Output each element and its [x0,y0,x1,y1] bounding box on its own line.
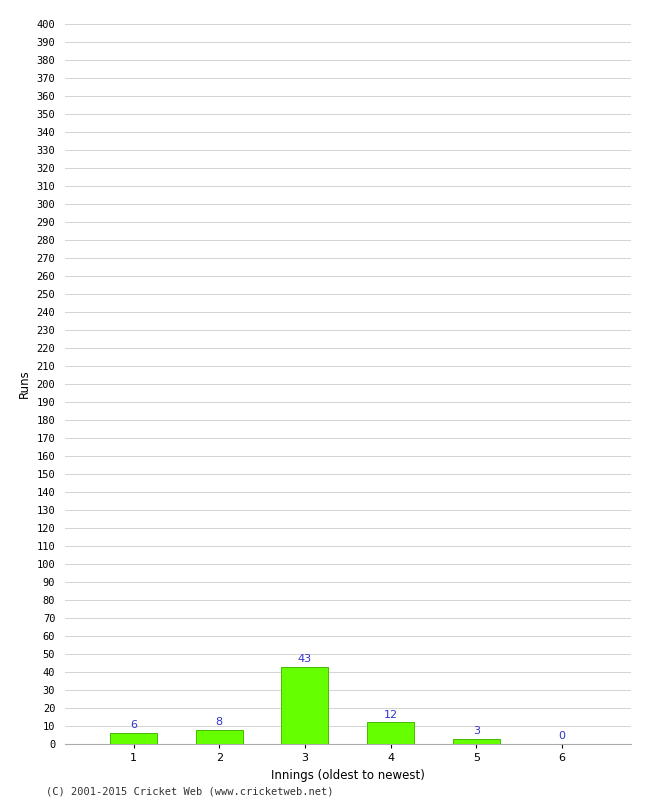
Text: 12: 12 [384,710,398,720]
Text: (C) 2001-2015 Cricket Web (www.cricketweb.net): (C) 2001-2015 Cricket Web (www.cricketwe… [46,786,333,796]
Text: 6: 6 [130,721,137,730]
Bar [452,738,500,744]
Y-axis label: Runs: Runs [18,370,31,398]
Text: 43: 43 [298,654,312,664]
Bar [367,722,414,744]
Bar [110,733,157,744]
Text: 8: 8 [216,717,223,727]
Bar [281,666,328,744]
Bar [196,730,243,744]
Text: 3: 3 [473,726,480,736]
Text: 0: 0 [558,731,566,742]
X-axis label: Innings (oldest to newest): Innings (oldest to newest) [271,769,424,782]
